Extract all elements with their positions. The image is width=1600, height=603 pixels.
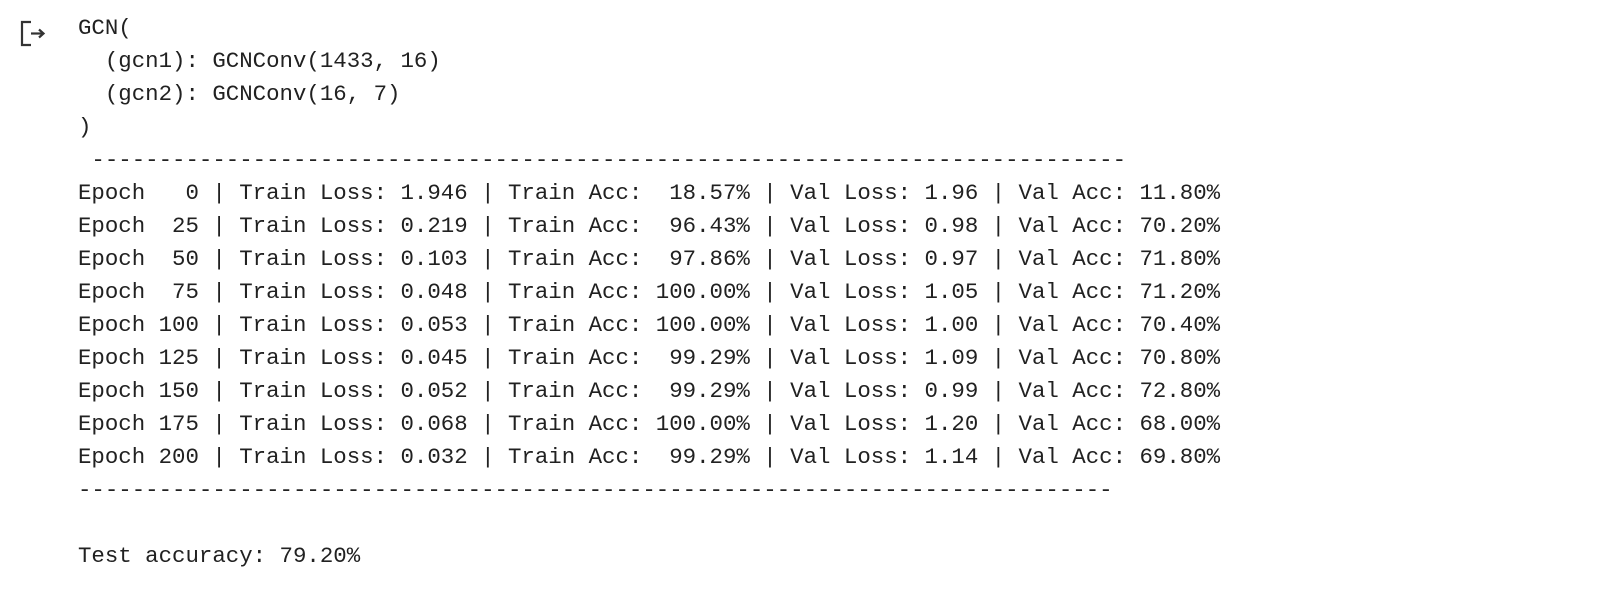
- divider-bottom: ----------------------------------------…: [78, 477, 1113, 503]
- training-log-row: Epoch 125 | Train Loss: 0.045 | Train Ac…: [78, 345, 1221, 371]
- output-redirect-icon[interactable]: [18, 18, 48, 48]
- output-redirect-icon-glyph: [20, 20, 46, 47]
- model-summary-line: (gcn1): GCNConv(1433, 16): [78, 48, 441, 74]
- cell-output-area: GCN( (gcn1): GCNConv(1433, 16) (gcn2): G…: [78, 12, 1220, 573]
- blank-line: [78, 507, 1220, 540]
- training-log-row: Epoch 50 | Train Loss: 0.103 | Train Acc…: [78, 246, 1221, 272]
- model-summary-line: (gcn2): GCNConv(16, 7): [78, 81, 401, 107]
- test-accuracy: Test accuracy: 79.20%: [78, 543, 361, 569]
- training-log-row: Epoch 100 | Train Loss: 0.053 | Train Ac…: [78, 312, 1221, 338]
- training-log-row: Epoch 150 | Train Loss: 0.052 | Train Ac…: [78, 378, 1221, 404]
- training-log: Epoch 0 | Train Loss: 1.946 | Train Acc:…: [78, 177, 1220, 474]
- divider-top: ----------------------------------------…: [78, 147, 1127, 173]
- training-log-row: Epoch 25 | Train Loss: 0.219 | Train Acc…: [78, 213, 1221, 239]
- training-log-row: Epoch 0 | Train Loss: 1.946 | Train Acc:…: [78, 180, 1221, 206]
- model-summary-line: ): [78, 114, 92, 140]
- model-summary: GCN( (gcn1): GCNConv(1433, 16) (gcn2): G…: [78, 12, 1220, 144]
- model-summary-line: GCN(: [78, 15, 132, 41]
- training-log-row: Epoch 75 | Train Loss: 0.048 | Train Acc…: [78, 279, 1221, 305]
- training-log-row: Epoch 175 | Train Loss: 0.068 | Train Ac…: [78, 411, 1221, 437]
- training-log-row: Epoch 200 | Train Loss: 0.032 | Train Ac…: [78, 444, 1221, 470]
